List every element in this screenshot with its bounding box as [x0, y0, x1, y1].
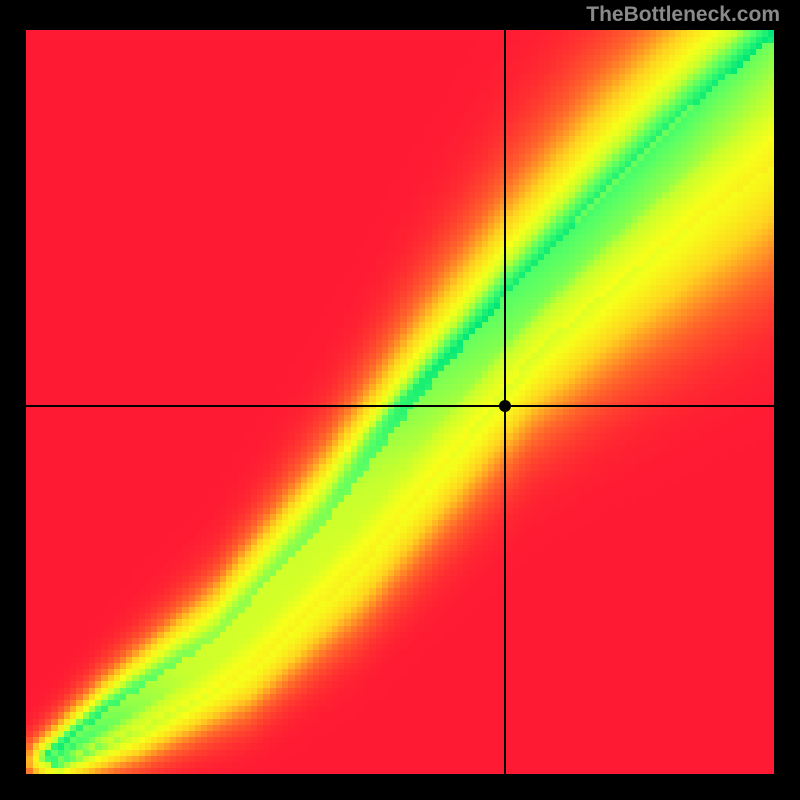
plot-container [0, 30, 800, 800]
heatmap-canvas [26, 30, 774, 774]
watermark: TheBottleneck.com [0, 0, 800, 30]
heatmap-plot [26, 30, 774, 774]
